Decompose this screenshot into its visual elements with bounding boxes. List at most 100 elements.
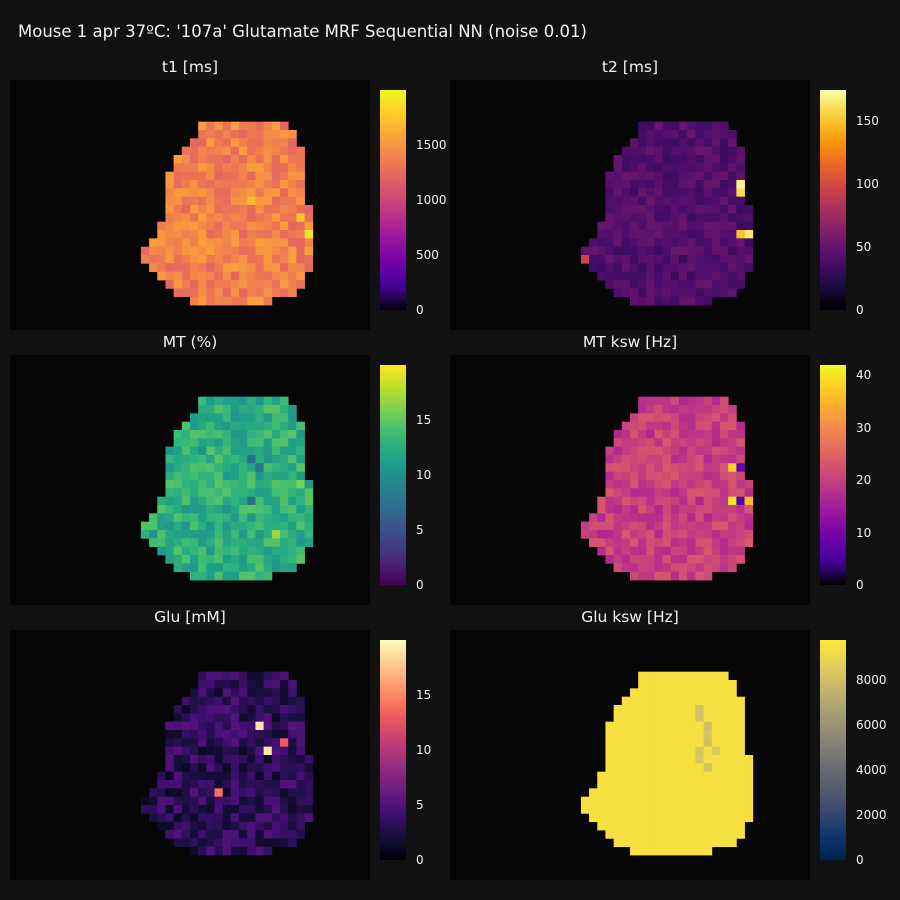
heatmap-cell bbox=[638, 488, 647, 498]
heatmap-cell bbox=[296, 188, 305, 198]
heatmap-cell bbox=[654, 780, 664, 789]
heatmap-cell bbox=[630, 555, 639, 564]
heatmap-cell bbox=[280, 471, 289, 481]
heatmap-cell bbox=[662, 163, 672, 173]
heatmap-cell bbox=[703, 696, 713, 706]
heatmap-cell bbox=[703, 421, 713, 431]
heatmap-cell bbox=[206, 488, 215, 498]
heatmap-cell bbox=[230, 296, 240, 306]
heatmap-cell bbox=[638, 238, 647, 248]
heatmap-cell bbox=[271, 438, 281, 448]
heatmap-cell bbox=[654, 563, 664, 573]
heatmap-cell bbox=[271, 838, 281, 848]
heatmap-cell bbox=[165, 746, 175, 756]
heatmap-cell bbox=[173, 496, 183, 506]
heatmap-cell bbox=[679, 221, 688, 231]
heatmap-cell bbox=[165, 446, 175, 456]
heatmap-cell bbox=[157, 271, 166, 281]
heatmap-cell bbox=[654, 430, 664, 439]
heatmap-cell bbox=[695, 421, 705, 431]
heatmap-cell bbox=[621, 221, 631, 231]
heatmap-cell bbox=[198, 571, 207, 581]
heatmap-cell bbox=[206, 480, 215, 489]
heatmap-plot-area[interactable] bbox=[450, 80, 810, 330]
heatmap-cell bbox=[230, 696, 240, 706]
heatmap-cell bbox=[679, 271, 688, 281]
colorbar-tick-label: 8000 bbox=[856, 673, 887, 688]
heatmap-cell bbox=[720, 538, 729, 548]
heatmap-cell bbox=[711, 413, 721, 423]
heatmap-cell bbox=[621, 505, 631, 514]
heatmap-cell bbox=[190, 480, 199, 489]
heatmap-cell bbox=[206, 413, 215, 423]
heatmap-cell bbox=[247, 171, 256, 181]
heatmap-cell bbox=[247, 730, 256, 739]
heatmap-cell bbox=[630, 280, 639, 289]
heatmap-cell bbox=[654, 771, 664, 781]
heatmap-cell bbox=[621, 446, 631, 456]
heatmap-cell bbox=[687, 530, 696, 539]
heatmap-cell bbox=[263, 780, 273, 789]
heatmap-cell bbox=[720, 838, 729, 848]
heatmap-cell bbox=[711, 280, 721, 289]
heatmap-cell bbox=[198, 396, 207, 406]
heatmap-cell bbox=[206, 705, 215, 714]
heatmap-cell bbox=[247, 821, 256, 831]
heatmap-cell bbox=[703, 121, 713, 131]
heatmap-cell bbox=[198, 838, 207, 848]
heatmap-cell bbox=[206, 180, 215, 189]
heatmap-cell bbox=[703, 238, 713, 248]
heatmap-cell bbox=[605, 746, 615, 756]
heatmap-cell bbox=[646, 271, 655, 281]
heatmap-cell bbox=[613, 796, 623, 806]
heatmap-cell bbox=[621, 146, 631, 156]
heatmap-plot-area[interactable] bbox=[10, 630, 370, 880]
heatmap-cell bbox=[288, 271, 297, 281]
heatmap-cell bbox=[247, 496, 256, 506]
heatmap-plot-area[interactable] bbox=[10, 355, 370, 605]
heatmap-cell bbox=[621, 230, 631, 239]
heatmap-cell bbox=[230, 163, 240, 173]
heatmap-cell bbox=[181, 463, 191, 473]
heatmap-cell bbox=[149, 788, 158, 798]
heatmap-cell bbox=[230, 796, 240, 806]
heatmap-cell bbox=[198, 280, 207, 289]
heatmap-cell bbox=[280, 480, 289, 489]
heatmap-cell bbox=[728, 796, 737, 806]
heatmap-cell bbox=[173, 730, 183, 739]
heatmap-cell bbox=[630, 730, 639, 739]
heatmap-cell bbox=[728, 138, 737, 148]
heatmap-cell bbox=[638, 138, 647, 148]
heatmap-plot-area[interactable] bbox=[10, 80, 370, 330]
heatmap-cell bbox=[296, 746, 305, 756]
heatmap-cell bbox=[670, 746, 680, 756]
heatmap-cell bbox=[687, 713, 696, 723]
heatmap-cell bbox=[670, 430, 680, 439]
heatmap-plot-area[interactable] bbox=[450, 355, 810, 605]
heatmap-cell bbox=[304, 521, 314, 531]
heatmap-cell bbox=[288, 746, 297, 756]
heatmap-cell bbox=[654, 413, 664, 423]
heatmap-cell bbox=[181, 263, 191, 273]
heatmap-cell bbox=[728, 430, 737, 439]
heatmap-cell bbox=[662, 405, 672, 414]
heatmap-cell bbox=[613, 288, 623, 298]
heatmap-cell bbox=[149, 263, 158, 273]
heatmap-cell bbox=[190, 413, 199, 423]
heatmap-cell bbox=[605, 763, 615, 773]
heatmap-cell bbox=[157, 246, 166, 256]
heatmap-cell bbox=[621, 163, 631, 173]
heatmap-cell bbox=[728, 263, 737, 273]
heatmap-cell bbox=[280, 513, 289, 523]
heatmap-cell bbox=[679, 688, 688, 698]
heatmap-cell bbox=[288, 705, 297, 714]
heatmap-cell bbox=[646, 430, 655, 439]
heatmap-plot-area[interactable] bbox=[450, 630, 810, 880]
heatmap-cell bbox=[230, 421, 240, 431]
heatmap-cell bbox=[190, 780, 199, 789]
heatmap-cell bbox=[214, 788, 224, 798]
colorbar-bar bbox=[380, 640, 406, 860]
heatmap-cell bbox=[247, 296, 256, 306]
heatmap-cell bbox=[621, 238, 631, 248]
heatmap-cell bbox=[703, 188, 713, 198]
